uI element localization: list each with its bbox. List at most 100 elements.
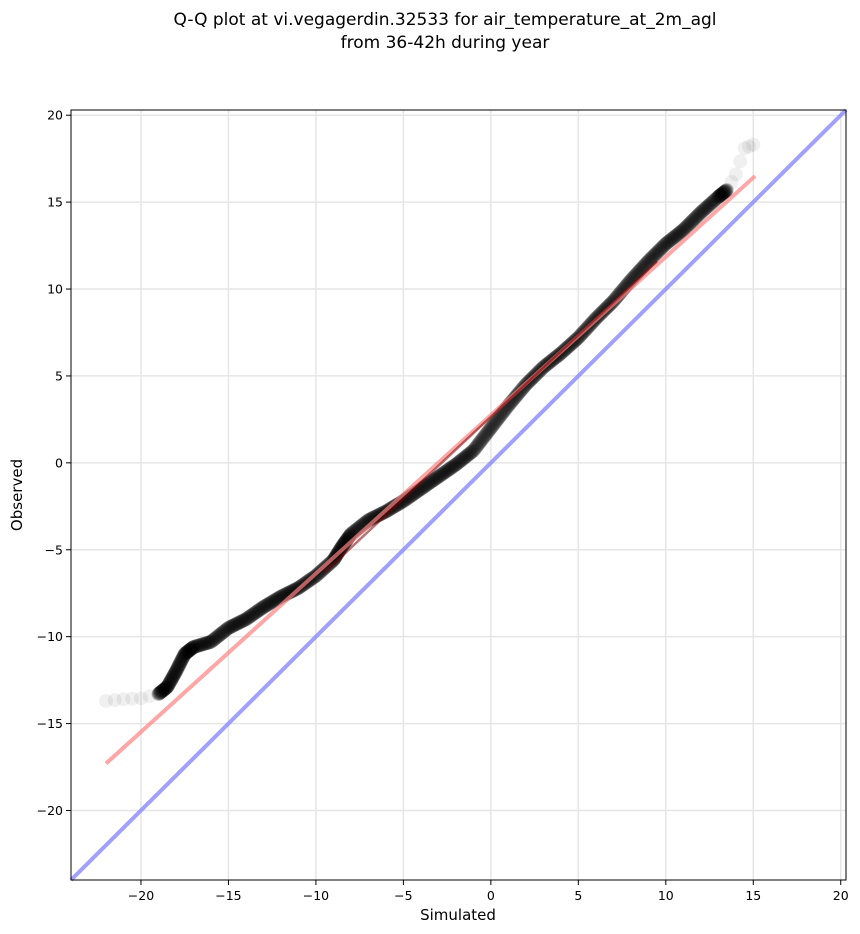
quantile-point <box>682 217 697 232</box>
quantile-point <box>125 691 140 706</box>
quantile-point <box>242 609 257 624</box>
quantile-point <box>718 183 733 198</box>
quantile-point <box>155 684 170 699</box>
quantile-point <box>193 637 208 652</box>
quantile-point <box>431 469 446 484</box>
quantile-point <box>271 591 286 606</box>
quantile-point <box>244 608 259 623</box>
quantile-point <box>650 245 665 260</box>
quantile-point <box>709 191 724 206</box>
quantile-point <box>660 235 675 250</box>
quantile-point <box>168 665 183 680</box>
quantile-point <box>142 689 157 704</box>
quantile-point <box>287 583 302 598</box>
quantile-point <box>180 644 195 659</box>
quantile-point <box>160 680 175 695</box>
quantile-point <box>213 627 228 642</box>
quantile-point <box>251 603 266 618</box>
quantile-point <box>187 639 202 654</box>
quantile-point <box>671 226 686 241</box>
quantile-point <box>429 470 444 485</box>
quantile-point <box>715 186 730 201</box>
quantile-point <box>173 655 188 670</box>
quantile-point <box>164 671 179 686</box>
quantile-point <box>174 652 189 667</box>
quantile-point <box>667 229 682 244</box>
quantile-point <box>460 448 475 463</box>
quantile-point <box>467 442 482 457</box>
y-tick-label: 10 <box>47 282 63 297</box>
quantile-point <box>156 682 171 697</box>
quantile-point <box>227 618 242 633</box>
quantile-point <box>445 460 460 475</box>
quantile-point <box>435 467 450 482</box>
quantile-point <box>224 619 239 634</box>
quantile-point <box>172 656 187 671</box>
quantile-point <box>677 221 692 236</box>
quantile-point <box>152 686 167 701</box>
quantile-point <box>217 624 232 639</box>
quantile-point <box>209 630 224 645</box>
identity-line-layer <box>69 108 848 882</box>
quantile-point <box>427 472 442 487</box>
quantile-point <box>176 649 191 664</box>
quantile-point <box>228 617 243 632</box>
quantile-point <box>470 438 485 453</box>
quantile-point <box>681 217 696 232</box>
quantile-point <box>285 583 300 598</box>
quantile-point <box>133 691 148 706</box>
quantile-point <box>454 452 469 467</box>
quantile-point <box>696 202 711 217</box>
x-tick-label: 5 <box>574 888 582 903</box>
quantile-point <box>648 246 663 261</box>
quantile-point <box>169 662 184 677</box>
quantile-points <box>98 137 761 708</box>
quantile-point <box>655 239 670 254</box>
plot-area-frame <box>70 109 847 881</box>
quantile-point <box>700 199 715 214</box>
quantile-point <box>429 471 444 486</box>
quantile-point <box>175 650 190 665</box>
quantile-point <box>238 612 253 627</box>
quantile-point <box>222 620 237 635</box>
x-tick-label: −15 <box>215 888 241 903</box>
quantile-point <box>430 470 445 485</box>
quantile-point <box>231 615 246 630</box>
quantile-point <box>675 223 690 238</box>
quantile-point <box>182 643 197 658</box>
quantile-point <box>472 436 487 451</box>
y-tick-label: 20 <box>47 108 63 123</box>
quantile-point <box>173 655 188 670</box>
quantile-point <box>178 646 193 661</box>
y-tick-label: −5 <box>45 542 63 557</box>
quantile-point <box>685 213 700 228</box>
quantile-point <box>263 595 278 610</box>
quantile-point <box>651 244 666 259</box>
quantile-point <box>178 646 193 661</box>
quantile-point <box>680 218 695 233</box>
quantile-point <box>254 601 269 616</box>
quantile-point <box>165 670 180 685</box>
quantile-point <box>693 206 708 221</box>
quantile-point <box>724 175 739 190</box>
quantile-point <box>238 612 253 627</box>
quantile-point <box>435 466 450 481</box>
quantile-point <box>171 660 186 675</box>
quantile-point <box>698 200 713 215</box>
quantile-point <box>196 637 211 652</box>
quantile-point <box>181 644 196 659</box>
quantile-point <box>432 469 447 484</box>
quantile-point <box>172 657 187 672</box>
quantile-point <box>464 445 479 460</box>
quantile-point <box>257 599 272 614</box>
quantile-point <box>701 199 716 214</box>
quantile-point <box>473 434 488 449</box>
quantile-point <box>170 662 185 677</box>
quantile-point <box>233 615 248 630</box>
quantile-point <box>475 432 490 447</box>
quantile-point <box>687 212 702 227</box>
quantile-point <box>230 616 245 631</box>
quantile-point <box>453 453 468 468</box>
quantile-point <box>155 683 170 698</box>
quantile-point <box>440 463 455 478</box>
